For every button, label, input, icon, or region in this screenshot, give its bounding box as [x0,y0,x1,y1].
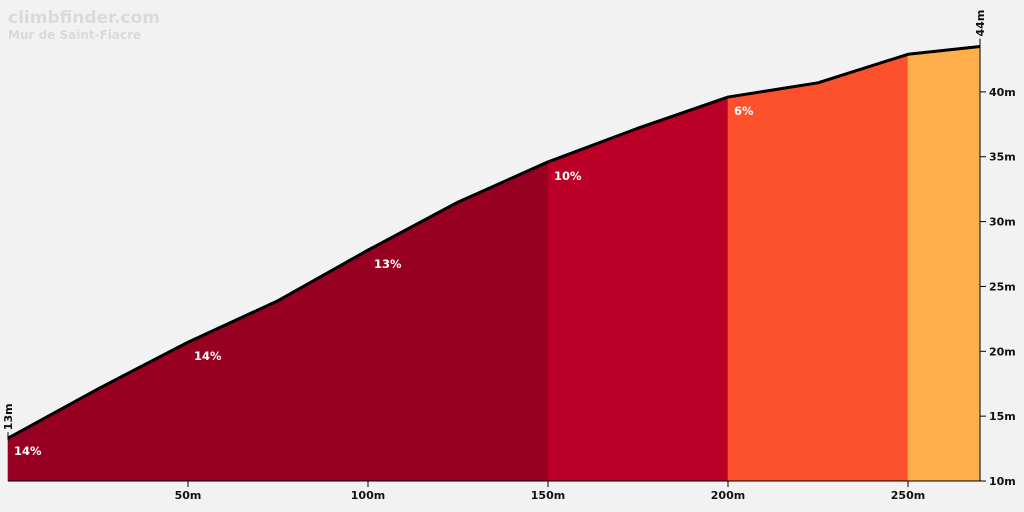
x-tick-label-0: 50m [175,489,202,502]
end-elevation-label: 44m [974,10,987,37]
profile-segment-3 [547,96,729,482]
site-name: climbfinder.com [8,8,160,28]
gradient-label-4: 6% [734,104,754,118]
profile-segment-0 [7,341,189,482]
y-tick-label-0: 10m [989,475,1016,488]
y-tick-label-6: 40m [989,86,1016,99]
profile-segment-1 [187,249,369,482]
y-tick-label-3: 25m [989,280,1016,293]
y-tick-label-5: 35m [989,151,1016,164]
profile-line [7,44,981,440]
y-tick-label-2: 20m [989,345,1016,358]
x-tick-label-1: 100m [351,489,385,502]
x-tick-label-4: 250m [891,489,925,502]
y-tick-label-1: 15m [989,410,1016,423]
x-tick-label-2: 150m [531,489,565,502]
profile-segment-2 [367,161,549,482]
start-elevation-label: 13m [2,403,15,430]
gradient-label-1: 14% [194,349,222,363]
gradient-label-0: 14% [14,444,42,458]
climb-name: Mur de Saint-Fiacre [8,28,142,42]
brand: climbfinder.com Mur de Saint-Fiacre [8,8,160,42]
profile-segment-4 [727,53,909,482]
gradient-label-3: 10% [554,169,582,183]
gradient-label-2: 13% [374,257,402,271]
x-tick-label-3: 200m [711,489,745,502]
y-tick-label-4: 30m [989,216,1016,229]
profile-segment-5 [907,46,981,482]
